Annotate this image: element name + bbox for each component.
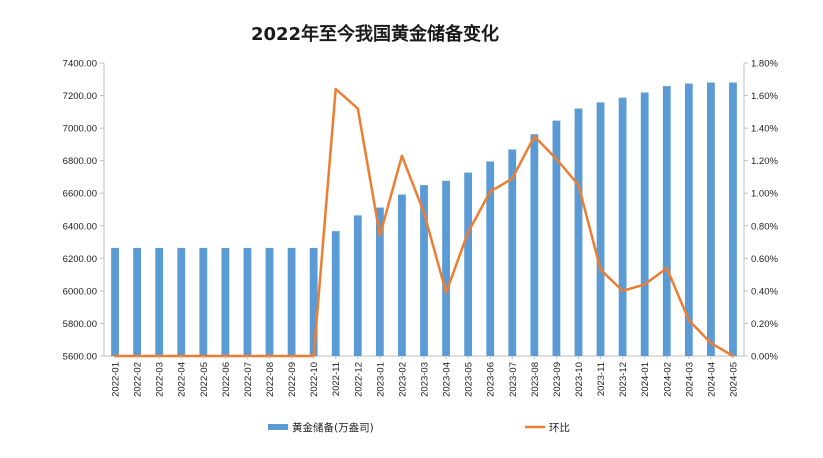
x-tick-label: 2023-11 xyxy=(596,362,607,396)
x-tick-label: 2024-05 xyxy=(728,362,739,397)
y-right-tick-label: 1.20% xyxy=(751,156,778,167)
x-tick-label: 2023-05 xyxy=(464,362,475,397)
x-tick-label: 2023-08 xyxy=(530,362,541,397)
bar xyxy=(375,207,384,356)
plot-area: 5600.00 5800.00 6000.00 6200.00 6400.00 6600.… xyxy=(63,59,779,397)
bar xyxy=(596,102,605,357)
x-tick-label: 2022-03 xyxy=(155,362,166,397)
line-series-mom xyxy=(113,87,735,358)
y-left-tick-label: 5600.00 xyxy=(63,352,97,363)
x-tick-label: 2022-11 xyxy=(331,362,342,396)
y-left-tick-label: 7200.00 xyxy=(63,91,97,102)
bar xyxy=(464,172,473,356)
x-tick-label: 2022-02 xyxy=(133,362,144,397)
y-right-tick-label: 1.00% xyxy=(751,189,778,200)
x-tick-label: 2024-01 xyxy=(640,362,651,397)
bar xyxy=(486,161,495,356)
x-tick-label: 2022-01 xyxy=(111,362,122,397)
bar xyxy=(530,134,539,356)
x-tick-label: 2023-07 xyxy=(508,362,519,397)
bar xyxy=(706,82,715,357)
bar xyxy=(618,97,627,357)
y-left-tick-label: 5800.00 xyxy=(63,319,97,330)
x-tick-label: 2022-09 xyxy=(287,362,298,397)
bar xyxy=(574,108,583,356)
bar xyxy=(199,247,208,356)
x-tick-label: 2023-10 xyxy=(574,362,585,397)
bar xyxy=(442,180,450,356)
bar xyxy=(265,247,274,356)
x-tick-label: 2022-08 xyxy=(265,362,276,397)
bar xyxy=(155,247,164,356)
y-right-tick-label: 0.60% xyxy=(751,254,778,265)
x-tick-label: 2023-09 xyxy=(552,362,563,397)
bar xyxy=(243,247,252,356)
bar xyxy=(552,120,561,356)
bar xyxy=(133,247,142,356)
x-tick-label: 2022-07 xyxy=(243,362,254,397)
x-tick-label: 2022-05 xyxy=(199,362,210,397)
y-left-tick-label: 7400.00 xyxy=(63,59,97,70)
x-tick-label: 2023-03 xyxy=(420,362,431,397)
y-right-tick-label: 0.80% xyxy=(751,221,778,232)
x-tick-label: 2022-12 xyxy=(353,362,364,397)
bar xyxy=(353,215,362,356)
bar xyxy=(398,194,406,356)
y-right-tick-label: 0.00% xyxy=(751,352,778,363)
x-tick-label: 2023-01 xyxy=(375,362,386,397)
y-left-tick-label: 6800.00 xyxy=(63,156,97,167)
y-right-tick-label: 1.60% xyxy=(751,91,778,102)
y-left-tick-label: 6200.00 xyxy=(63,254,97,265)
bar xyxy=(420,185,428,356)
y-right-tick-label: 0.40% xyxy=(751,286,778,297)
x-tick-label: 2023-04 xyxy=(442,362,453,397)
bar xyxy=(221,247,230,356)
x-tick-label: 2023-02 xyxy=(397,362,408,397)
y-right-tick-label: 1.40% xyxy=(751,124,778,135)
y-right-tick-label: 1.80% xyxy=(751,59,778,70)
bar xyxy=(177,247,186,356)
legend-swatch-bar xyxy=(268,424,288,430)
bar xyxy=(111,247,119,356)
x-tick-label: 2024-02 xyxy=(662,362,673,397)
x-tick-label: 2022-10 xyxy=(309,362,320,397)
chart-title: 2022年至今我国黄金储备变化 xyxy=(251,23,499,45)
legend-label-line: 环比 xyxy=(549,421,570,434)
bar xyxy=(662,86,671,356)
y-right-tick-label: 0.20% xyxy=(751,319,778,330)
x-tick-label: 2024-04 xyxy=(706,362,717,397)
y-left-tick-label: 6000.00 xyxy=(63,286,97,297)
x-tick-label: 2022-06 xyxy=(221,362,232,397)
bar xyxy=(331,231,340,356)
legend-label-bar: 黄金储备(万盎司) xyxy=(292,421,374,434)
legend: 黄金储备(万盎司) 环比 xyxy=(268,421,570,434)
y-left-tick-label: 7000.00 xyxy=(63,124,97,135)
x-tick-label: 2023-06 xyxy=(486,362,497,397)
x-tick-label: 2022-04 xyxy=(177,362,188,397)
bar xyxy=(287,247,296,356)
y-left-tick-label: 6400.00 xyxy=(63,221,97,232)
y-left-tick-label: 6600.00 xyxy=(63,189,97,200)
bar xyxy=(309,247,318,356)
bar xyxy=(729,82,737,357)
bar xyxy=(508,149,517,356)
bar xyxy=(640,92,649,357)
x-tick-label: 2024-03 xyxy=(684,362,695,397)
bar xyxy=(684,83,693,356)
x-tick-label: 2023-12 xyxy=(618,362,629,397)
